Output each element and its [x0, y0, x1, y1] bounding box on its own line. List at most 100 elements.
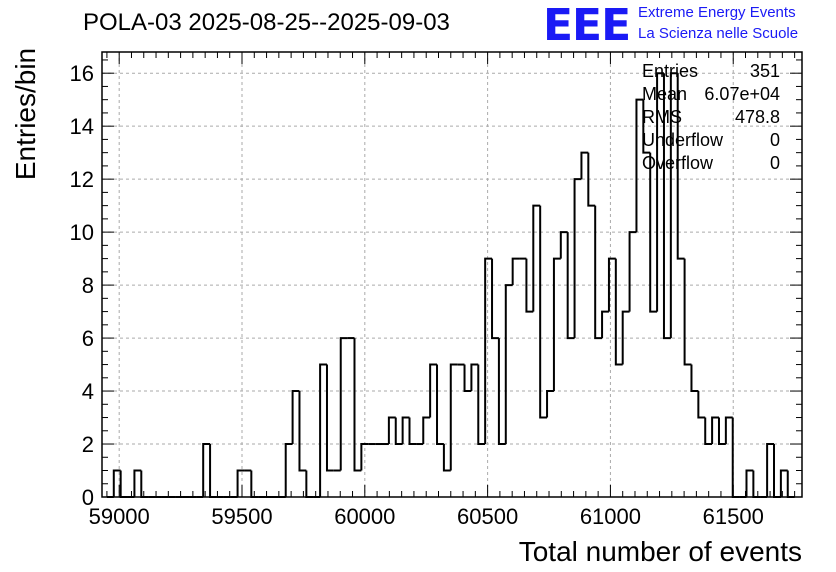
- stat-value: 351: [749, 61, 780, 81]
- histogram-bin: [711, 416, 719, 445]
- stat-value: 6.07e+04: [704, 84, 780, 104]
- histogram-bin: [594, 205, 603, 340]
- histogram-bin: [559, 231, 568, 259]
- histogram-bin: [422, 416, 431, 445]
- histogram-bin: [683, 258, 692, 366]
- histogram-bin: [525, 258, 534, 313]
- chart-title: POLA-03 2025-08-25--2025-09-03: [83, 9, 450, 36]
- histogram-bin: [704, 417, 713, 446]
- histogram-bin: [690, 364, 699, 393]
- histogram-bin: [779, 469, 788, 497]
- histogram-bin: [291, 390, 300, 445]
- histogram-bin: [676, 73, 685, 260]
- y-tick-label: 10: [70, 220, 94, 245]
- logo-line-1: Extreme Energy Events: [638, 4, 796, 21]
- y-tick-label: 2: [82, 432, 94, 457]
- eee-logo: EEE: [543, 0, 631, 51]
- histogram-bin: [539, 205, 548, 419]
- histogram-bin: [449, 363, 458, 471]
- x-tick-label: 59500: [211, 504, 272, 529]
- x-tick-label: 60500: [457, 504, 518, 529]
- stat-value: 478.8: [734, 107, 780, 127]
- histogram-bin: [408, 417, 417, 446]
- histogram-bin: [477, 364, 486, 446]
- histogram-bin: [325, 364, 334, 472]
- y-tick-label: 12: [70, 167, 94, 192]
- histogram-bin: [566, 232, 575, 340]
- histogram-bin: [580, 151, 589, 180]
- histogram-bin: [724, 416, 733, 445]
- stat-value: 0: [769, 130, 780, 150]
- stat-label: Mean: [642, 84, 688, 104]
- histogram-bin: [140, 470, 149, 498]
- histogram-bin: [717, 417, 726, 446]
- plot-frame: [101, 51, 803, 498]
- histogram-bin: [614, 258, 623, 366]
- histogram-bin: [697, 391, 706, 419]
- stat-underflow: Underflow 0: [642, 129, 780, 152]
- stat-label: Underflow: [642, 130, 724, 150]
- x-tick-label: 60000: [334, 504, 395, 529]
- y-axis-label: Entries/bin: [10, 47, 41, 181]
- y-tick-label: 8: [82, 273, 94, 298]
- logo-line-2: La Scienza nelle Scuole: [638, 25, 799, 42]
- stat-mean: Mean 6.07e+04: [642, 83, 780, 106]
- stat-label: Overflow: [642, 153, 714, 173]
- histogram-bin: [236, 469, 245, 497]
- histogram-bin: [436, 364, 444, 446]
- stats-box: Entries 351 Mean 6.07e+04 RMS 478.8 Underfl…: [642, 60, 780, 175]
- stat-entries: Entries 351: [642, 60, 780, 83]
- stat-rms: RMS 478.8: [642, 106, 780, 129]
- histogram-bin: [642, 99, 651, 154]
- histogram-bin: [319, 363, 327, 497]
- y-tick-label: 4: [82, 379, 94, 404]
- histogram-bin: [133, 469, 142, 497]
- histogram-bin: [339, 337, 348, 471]
- x-axis-label: Total number of events: [518, 536, 802, 567]
- histogram-bin: [662, 73, 671, 340]
- histogram-bin: [649, 152, 658, 313]
- histogram-bin: [484, 257, 493, 445]
- histogram-bin: [745, 469, 754, 497]
- histogram-bin: [491, 258, 499, 340]
- histogram-bin: [463, 364, 472, 393]
- grid-lines: [102, 52, 802, 497]
- histogram-bin: [601, 310, 609, 339]
- y-tick-label: 16: [70, 61, 94, 86]
- histogram-bin: [387, 416, 396, 445]
- histogram-bin: [353, 338, 362, 472]
- histogram-bin: [656, 72, 664, 312]
- histogram-bin: [669, 72, 678, 339]
- histogram-bin: [546, 390, 554, 418]
- histogram-bin: [284, 443, 293, 497]
- stat-value: 0: [769, 153, 780, 173]
- histogram-bin: [573, 178, 582, 339]
- histogram-bin: [394, 417, 403, 446]
- histogram-bin: [442, 444, 451, 472]
- x-tick-label: 61000: [580, 504, 641, 529]
- histogram-bin: [635, 98, 644, 233]
- histogram-bin: [552, 257, 561, 392]
- histogram-bin: [209, 444, 217, 498]
- histogram-bin: [112, 469, 121, 497]
- y-tick-label: 0: [82, 485, 94, 510]
- histogram-bin: [731, 417, 740, 498]
- histogram-bin: [429, 363, 438, 418]
- histogram-bin: [587, 152, 596, 207]
- x-tick-label: 59000: [89, 504, 150, 529]
- stat-overflow: Overflow 0: [642, 152, 780, 175]
- y-tick-label: 6: [82, 326, 94, 351]
- histogram-bin: [511, 257, 520, 286]
- histogram-bin: [504, 284, 513, 445]
- histogram-bin: [532, 204, 541, 312]
- stat-label: Entries: [642, 61, 699, 81]
- histogram-bin: [766, 443, 774, 497]
- histogram-bin: [621, 310, 630, 365]
- histogram-bin: [497, 338, 506, 446]
- y-tick-label: 14: [70, 114, 94, 139]
- histogram-bin: [360, 443, 369, 471]
- histogram-bin: [773, 444, 781, 498]
- histogram-bin: [470, 363, 479, 392]
- histogram-bin: [628, 231, 637, 312]
